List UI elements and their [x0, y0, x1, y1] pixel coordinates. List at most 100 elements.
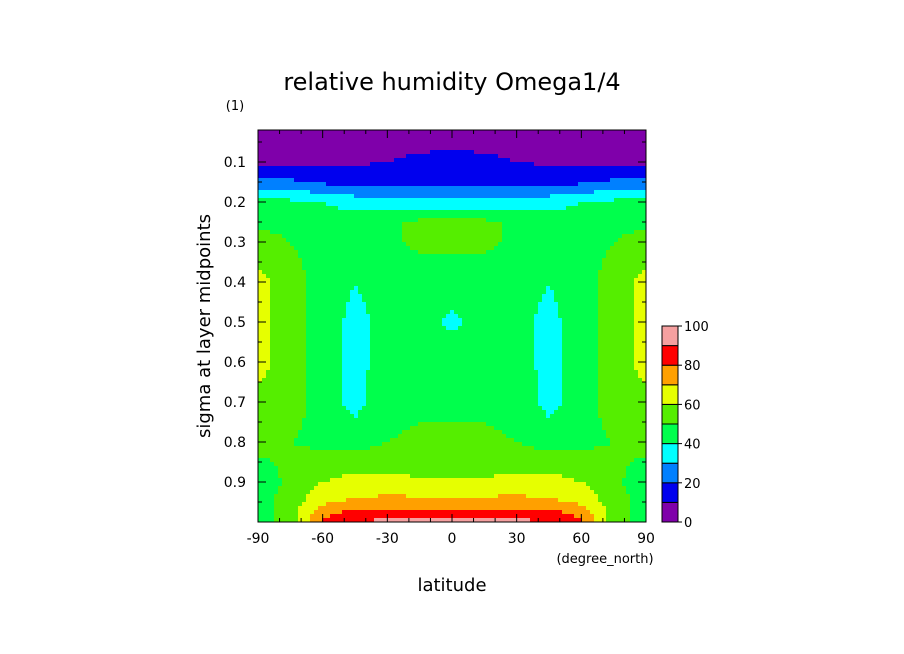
contour-cell — [502, 282, 507, 287]
contour-cell — [598, 214, 603, 219]
contour-cell — [518, 174, 523, 179]
contour-cell — [466, 282, 471, 287]
contour-cell — [270, 326, 275, 331]
contour-cell — [398, 262, 403, 267]
contour-cell — [438, 226, 443, 231]
contour-cell — [442, 154, 447, 159]
contour-cell — [330, 306, 335, 311]
contour-cell — [554, 330, 559, 335]
contour-cell — [530, 318, 535, 323]
contour-cell — [502, 258, 507, 263]
contour-cell — [314, 170, 319, 175]
contour-cell — [410, 318, 415, 323]
contour-cell — [398, 222, 403, 227]
contour-cell — [394, 282, 399, 287]
contour-cell — [286, 182, 291, 187]
contour-cell — [502, 146, 507, 151]
contour-cell — [574, 222, 579, 227]
contour-cell — [434, 270, 439, 275]
contour-cell — [586, 278, 591, 283]
contour-cell — [390, 202, 395, 207]
contour-cell — [302, 238, 307, 243]
contour-cell — [494, 302, 499, 307]
contour-cell — [442, 286, 447, 291]
contour-cell — [474, 318, 479, 323]
contour-cell — [318, 142, 323, 147]
contour-cell — [386, 150, 391, 155]
contour-cell — [558, 286, 563, 291]
contour-cell — [578, 254, 583, 259]
contour-cell — [374, 214, 379, 219]
contour-cell — [642, 246, 646, 251]
contour-cell — [358, 242, 363, 247]
contour-cell — [290, 178, 295, 183]
contour-cell — [430, 326, 435, 331]
contour-cell — [546, 330, 551, 335]
contour-cell — [586, 290, 591, 295]
contour-cell — [574, 166, 579, 171]
contour-cell — [578, 234, 583, 239]
contour-cell — [470, 174, 475, 179]
contour-cell — [462, 154, 467, 159]
contour-cell — [534, 322, 539, 327]
contour-cell — [526, 254, 531, 259]
contour-cell — [418, 138, 423, 143]
contour-cell — [438, 314, 443, 319]
contour-cell — [438, 302, 443, 307]
contour-cell — [258, 130, 263, 135]
contour-cell — [498, 314, 503, 319]
contour-cell — [314, 198, 319, 203]
contour-cell — [574, 238, 579, 243]
contour-cell — [522, 130, 527, 135]
contour-cell — [286, 302, 291, 307]
contour-cell — [558, 150, 563, 155]
contour-cell — [382, 274, 387, 279]
contour-cell — [566, 274, 571, 279]
contour-cell — [426, 130, 431, 135]
contour-cell — [470, 318, 475, 323]
contour-cell — [382, 306, 387, 311]
contour-cell — [262, 230, 267, 235]
contour-cell — [466, 222, 471, 227]
contour-cell — [462, 194, 467, 199]
contour-cell — [402, 254, 407, 259]
contour-cell — [546, 290, 551, 295]
contour-cell — [430, 322, 435, 327]
contour-cell — [338, 326, 343, 331]
contour-cell — [294, 278, 299, 283]
contour-cell — [338, 158, 343, 163]
contour-cell — [366, 278, 371, 283]
contour-cell — [366, 226, 371, 231]
contour-cell — [430, 238, 435, 243]
contour-cell — [326, 222, 331, 227]
contour-cell — [530, 230, 535, 235]
contour-cell — [310, 262, 315, 267]
contour-cell — [410, 170, 415, 175]
contour-cell — [270, 162, 275, 167]
contour-cell — [546, 266, 551, 271]
contour-cell — [394, 142, 399, 147]
contour-cell — [346, 298, 351, 303]
contour-cell — [286, 318, 291, 323]
contour-cell — [538, 246, 543, 251]
contour-cell — [314, 246, 319, 251]
contour-cell — [438, 154, 443, 159]
contour-cell — [442, 150, 447, 155]
contour-cell — [518, 222, 523, 227]
contour-cell — [518, 262, 523, 267]
contour-cell — [394, 262, 399, 267]
contour-cell — [558, 206, 563, 211]
contour-cell — [610, 194, 615, 199]
contour-cell — [418, 282, 423, 287]
contour-cell — [450, 322, 455, 327]
contour-cell — [426, 282, 431, 287]
contour-cell — [386, 186, 391, 191]
contour-cell — [562, 130, 567, 135]
contour-cell — [362, 174, 367, 179]
contour-cell — [438, 202, 443, 207]
contour-cell — [318, 322, 323, 327]
contour-cell — [590, 222, 595, 227]
contour-cell — [274, 262, 279, 267]
contour-cell — [610, 186, 615, 191]
contour-cell — [426, 306, 431, 311]
